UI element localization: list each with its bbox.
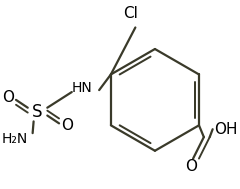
Text: H₂N: H₂N xyxy=(2,132,28,146)
Text: O: O xyxy=(185,159,197,174)
Text: HN: HN xyxy=(71,81,92,95)
Text: S: S xyxy=(32,103,43,121)
Text: OH: OH xyxy=(215,122,238,137)
Text: O: O xyxy=(2,90,14,105)
Text: Cl: Cl xyxy=(123,6,138,21)
Text: O: O xyxy=(61,118,73,133)
